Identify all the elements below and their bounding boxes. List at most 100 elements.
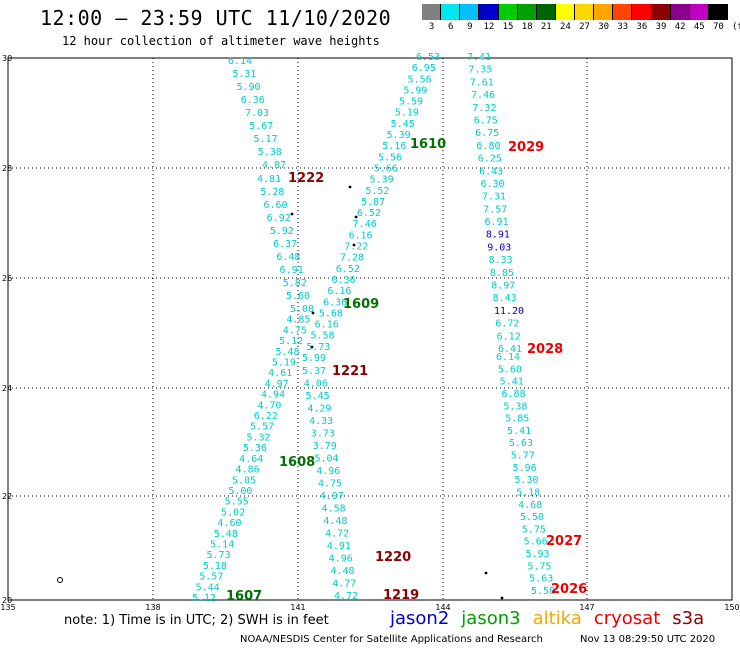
wave-height-value: 5.52	[365, 186, 389, 197]
wave-height-value: 5.19	[395, 108, 419, 119]
page-title: 12:00 – 23:59 UTC 11/10/2020	[40, 6, 392, 30]
wave-height-value: 6.36	[323, 297, 347, 308]
legend-swatch-39	[651, 4, 671, 20]
wave-height-value: 3.79	[313, 441, 337, 452]
wave-height-value: 5.48	[275, 347, 299, 358]
data-point-marker	[348, 185, 352, 189]
pass-label: 1607	[226, 589, 262, 604]
wave-height-value: 5.67	[249, 121, 273, 132]
wave-height-value: 5.36	[243, 443, 267, 454]
wave-height-value: 5.75	[527, 561, 551, 572]
wave-height-value: 6.91	[280, 265, 304, 276]
pass-label: 1219	[383, 588, 419, 603]
wave-height-value: 8.33	[489, 255, 513, 266]
wave-height-value: 4.06	[304, 379, 328, 390]
wave-height-value: 6.60	[263, 200, 287, 211]
wave-height-value: 5.12	[279, 336, 303, 347]
wave-height-value: 4.77	[332, 579, 356, 590]
pass-label: 2027	[546, 534, 582, 549]
wave-height-value: 5.38	[503, 401, 527, 412]
wave-height-value: 5.57	[250, 422, 274, 433]
wave-height-value: 6.72	[495, 319, 519, 330]
wave-height-value: 6.92	[267, 213, 291, 224]
lon-tick-label: 150	[724, 603, 739, 612]
wave-height-value: 7.61	[470, 77, 494, 88]
legend-label-3: 3	[428, 22, 435, 32]
lon-tick-label: 144	[435, 603, 450, 612]
wave-height-value: 5.66	[524, 537, 548, 548]
wave-height-value: 7.46	[471, 90, 495, 101]
wave-height-value: 4.81	[257, 174, 281, 185]
wave-height-value: 4.48	[323, 516, 347, 527]
data-point-marker	[290, 212, 294, 216]
wave-height-value: 5.17	[254, 134, 278, 145]
wave-height-value: 6.95	[412, 63, 436, 74]
wave-height-value: 4.60	[217, 518, 241, 529]
wave-height-value: 6.16	[315, 320, 339, 331]
legend-label-45: 45	[693, 22, 705, 32]
legend-swatch-33	[613, 4, 633, 20]
wave-height-value: 4.96	[316, 466, 340, 477]
wave-height-value: 5.48	[214, 529, 238, 540]
wave-height-value: 4.75	[318, 479, 342, 490]
legend-label-30: 30	[598, 22, 610, 32]
wave-height-value: 6.48	[276, 252, 300, 263]
wave-height-value: 5.45	[391, 119, 415, 130]
wave-height-value: 5.77	[511, 451, 535, 462]
wave-height-value: 5.73	[207, 550, 231, 561]
wave-height-value: 4.29	[307, 404, 331, 415]
wave-height-value: 6.36	[332, 275, 356, 286]
legend-label-39: 39	[655, 22, 667, 32]
legend-swatch-3	[422, 4, 442, 20]
wave-height-value: 5.90	[237, 82, 261, 93]
wave-height-value: 6.52	[336, 264, 360, 275]
wave-height-value: 5.59	[399, 97, 423, 108]
wave-height-value: 4.48	[330, 566, 354, 577]
wave-height-value: 6.75	[475, 128, 499, 139]
legend-unit: (ft)	[732, 22, 740, 32]
wave-height-value: 5.99	[403, 85, 427, 96]
lat-tick-label: 22	[2, 492, 12, 501]
station-marker	[57, 577, 63, 583]
wave-height-value: 6.37	[273, 239, 297, 250]
wave-height-value: 8.85	[490, 268, 514, 279]
pass-label: 1222	[288, 171, 324, 186]
wave-height-value: 4.94	[261, 390, 285, 401]
pass-label: 2026	[551, 582, 587, 597]
wave-height-value: 5.31	[232, 69, 256, 80]
pass-label: 2029	[508, 140, 544, 155]
wave-height-value: 5.08	[290, 304, 314, 315]
legend-swatch-15	[498, 4, 518, 20]
satellite-cryosat: cryosat	[593, 608, 661, 629]
lat-tick-label: 28	[2, 164, 12, 173]
wave-height-value: 6.41	[498, 344, 522, 355]
pass-label: 1221	[332, 364, 368, 379]
data-point-marker	[311, 311, 315, 315]
wave-height-value: 5.39	[370, 175, 394, 186]
data-point-marker	[500, 596, 504, 600]
wave-height-value: 4.91	[327, 541, 351, 552]
lat-tick-label: 26	[2, 274, 12, 283]
wave-height-value: 4.64	[239, 454, 263, 465]
wave-height-value: 7.28	[340, 253, 364, 264]
wave-height-value: 8.43	[493, 293, 517, 304]
wave-height-value: 5.02	[221, 507, 245, 518]
lat-tick-label: 20	[2, 596, 12, 605]
wave-height-value: 4.68	[518, 500, 542, 511]
legend-label-9: 9	[467, 22, 473, 32]
wave-height-value: 5.73	[306, 342, 330, 353]
wave-height-value: 7.31	[482, 192, 506, 203]
wave-height-value: 5.56	[408, 74, 432, 85]
wave-height-value: 3.73	[311, 429, 335, 440]
wave-height-value: 5.12	[192, 593, 216, 604]
wave-height-value: 4.86	[236, 465, 260, 476]
legend-label-21: 21	[540, 22, 552, 32]
legend-swatch-27	[575, 4, 595, 20]
wave-height-value: 5.05	[232, 475, 256, 486]
legend-swatch-12	[479, 4, 499, 20]
wave-height-value: 5.41	[500, 377, 524, 388]
wave-height-value: 5.16	[382, 141, 406, 152]
generated-timestamp: Nov 13 08:29:50 UTC 2020	[580, 634, 716, 645]
